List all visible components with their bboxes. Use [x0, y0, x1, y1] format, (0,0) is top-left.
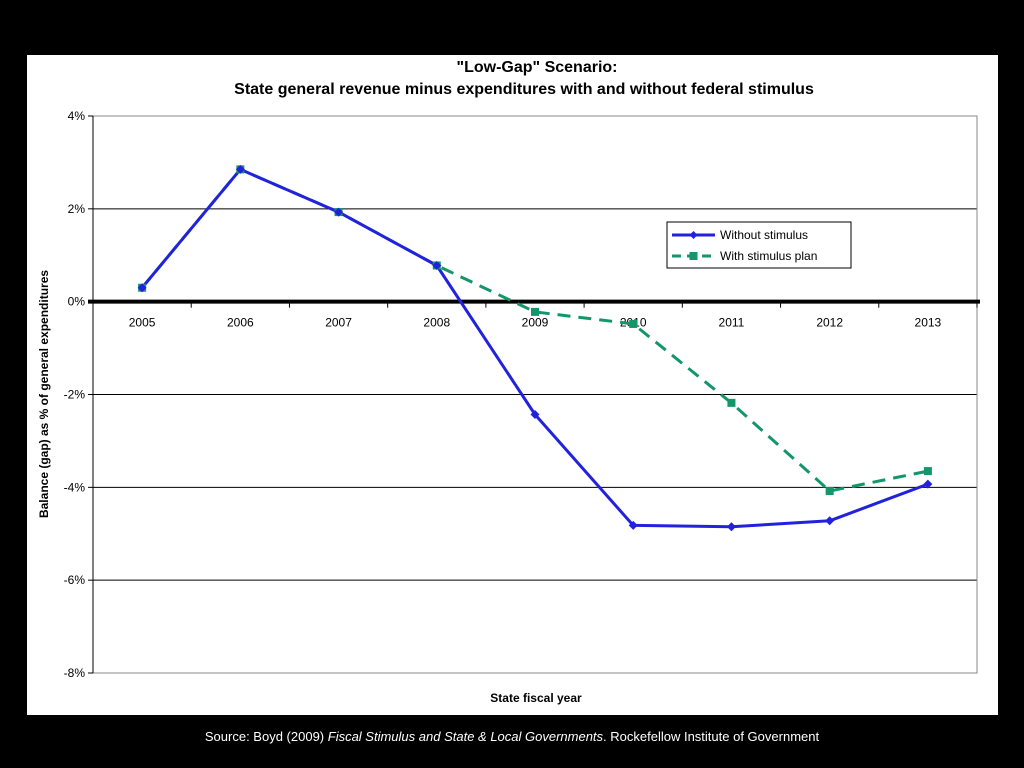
- legend-label-with-stimulus: With stimulus plan: [720, 249, 817, 263]
- x-tick-label: 2011: [719, 316, 745, 330]
- data-point-without-stimulus: [727, 522, 736, 531]
- x-tick-label: 2009: [522, 316, 549, 330]
- x-tick-label: 2008: [423, 316, 450, 330]
- data-point-with-stimulus: [826, 487, 834, 495]
- x-tick-label: 2012: [816, 316, 843, 330]
- data-point-without-stimulus: [825, 516, 834, 525]
- legend-label-without-stimulus: Without stimulus: [720, 228, 808, 242]
- series-markers: [138, 165, 933, 531]
- source-prefix: Source: Boyd (2009): [205, 729, 328, 744]
- data-point-with-stimulus: [727, 399, 735, 407]
- legend: Without stimulus With stimulus plan: [667, 222, 851, 268]
- legend-marker-with-stimulus: [690, 252, 698, 260]
- data-point-with-stimulus: [531, 308, 539, 316]
- chart-subtitle: State general revenue minus expenditures…: [234, 81, 814, 98]
- x-tick-label: 2013: [915, 316, 942, 330]
- y-tick-label: 0%: [68, 295, 86, 309]
- chart-title: "Low-Gap" Scenario:: [457, 59, 618, 76]
- y-tick-label: 4%: [68, 109, 86, 123]
- data-point-with-stimulus: [629, 320, 637, 328]
- source-suffix: . Rockefellow Institute of Government: [603, 729, 819, 744]
- y-tick-label: -4%: [64, 480, 86, 494]
- y-axis-label: Balance (gap) as % of general expenditur…: [37, 270, 51, 518]
- source-italic-title: Fiscal Stimulus and State & Local Govern…: [328, 729, 603, 744]
- series-line-with-stimulus: [142, 169, 928, 491]
- y-tick-label: -8%: [64, 666, 86, 680]
- data-point-with-stimulus: [924, 467, 932, 475]
- y-tick-label: -2%: [64, 388, 86, 402]
- x-tick-label: 2005: [129, 316, 156, 330]
- chart-panel: "Low-Gap" Scenario: State general revenu…: [27, 55, 998, 715]
- x-tick-label: 2006: [227, 316, 254, 330]
- y-tick-label: 2%: [68, 202, 86, 216]
- chart: "Low-Gap" Scenario: State general revenu…: [27, 55, 998, 715]
- x-axis-label: State fiscal year: [490, 691, 582, 705]
- x-tick-label: 2007: [325, 316, 352, 330]
- source-citation: Source: Boyd (2009) Fiscal Stimulus and …: [0, 729, 1024, 744]
- y-tick-label: -6%: [64, 573, 86, 587]
